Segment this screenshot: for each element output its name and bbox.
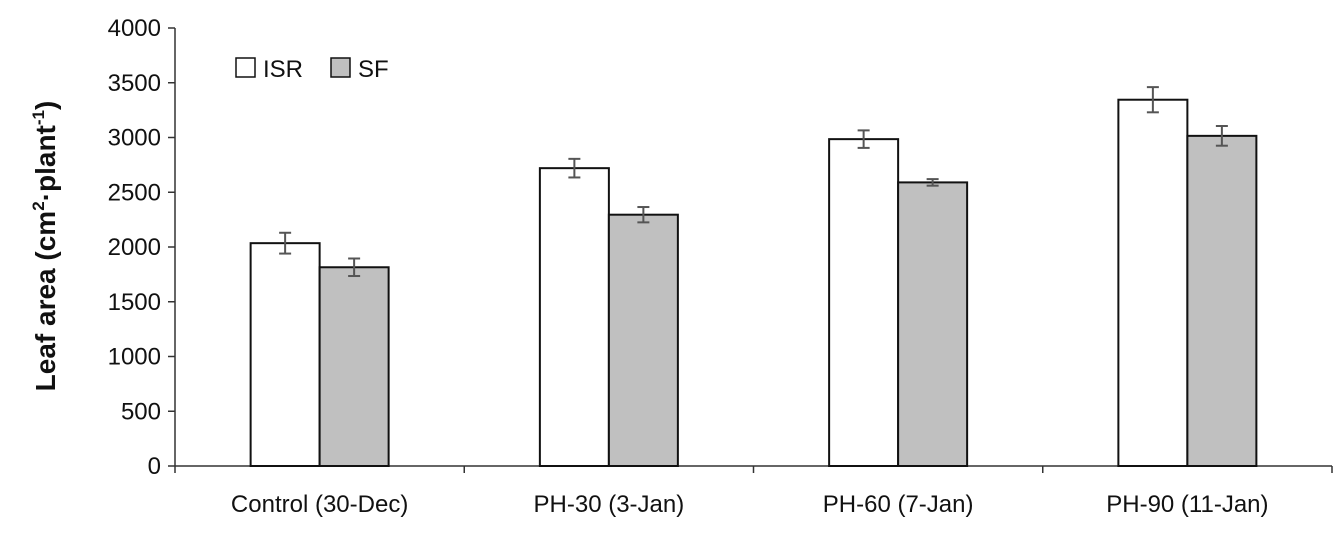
bar-sf-1 [607,213,679,467]
y-tick-label: 1500 [108,289,161,316]
bars [249,98,1258,468]
y-axis-title: Leaf area (cm2·plant-1) [29,101,61,392]
x-category-label: PH-60 (7-Jan) [823,491,974,518]
legend-swatch-isr [235,57,256,78]
x-category-label: PH-30 (3-Jan) [534,491,685,518]
bar-isr-1 [538,167,610,467]
y-tick-label: 4000 [108,15,161,42]
y-tick-label: 0 [148,453,161,480]
bar-isr-0 [249,242,321,467]
bar-sf-2 [897,181,969,468]
y-axis-title-main: Leaf area (cm [30,211,61,392]
y-axis-title-sup2: -1 [29,110,48,125]
category-labels: Control (30-Dec) PH-30 (3-Jan) PH-60 (7-Ja… [231,491,1269,518]
y-axis-title-mid: ·plant [30,125,61,201]
legend-label-sf: SF [358,56,389,83]
y-axis-title-group: Leaf area (cm2·plant-1) [29,101,61,392]
y-axis-title-sup1: 2 [29,201,48,210]
y-tick-label: 500 [121,398,161,425]
y-axis-title-end: ) [30,101,61,110]
error-bars [279,86,1228,278]
bar-isr-2 [828,138,900,468]
x-category-label: PH-90 (11-Jan) [1106,491,1268,518]
y-tick-label: 2000 [108,234,161,261]
legend-swatch-sf [330,57,351,78]
legend-label-isr: ISR [263,56,303,83]
y-tick-label: 2500 [108,179,161,206]
axes: 0 500 1000 1500 2000 2500 3000 3500 4000 [108,15,1333,480]
bar-sf-0 [318,266,390,467]
bar-sf-3 [1186,134,1258,467]
y-tick-label: 1000 [108,344,161,371]
bar-isr-3 [1117,98,1189,467]
x-category-label: Control (30-Dec) [231,491,408,518]
y-tick-label: 3500 [108,70,161,97]
y-tick-label: 3000 [108,125,161,152]
legend: ISR SF [235,56,389,83]
